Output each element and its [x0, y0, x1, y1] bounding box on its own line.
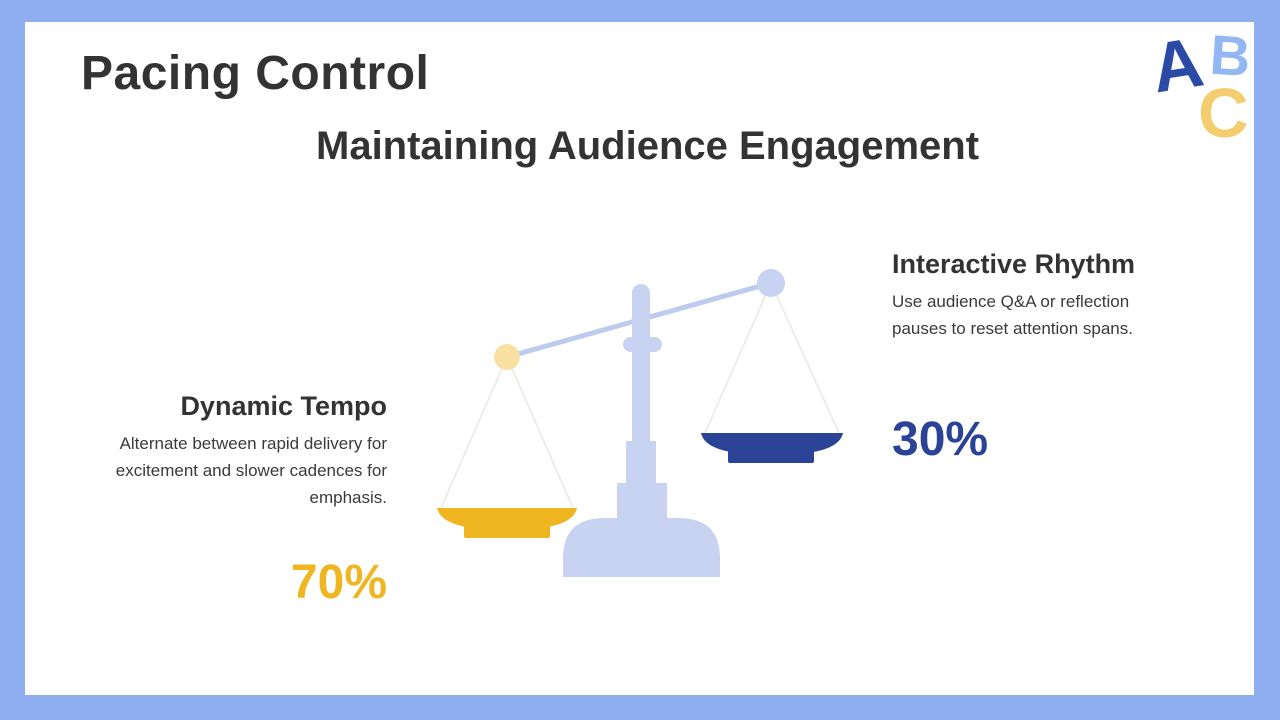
right-item-block: Interactive Rhythm Use audience Q&A or r…: [892, 248, 1158, 468]
left-item-block: Dynamic Tempo Alternate between rapid de…: [85, 390, 387, 611]
right-item-heading: Interactive Rhythm: [892, 249, 1136, 279]
left-pivot-circle: [494, 344, 520, 370]
right-pivot-circle: [757, 269, 785, 297]
pillar-rod: [632, 284, 650, 486]
right-item-percentage: 30%: [892, 413, 989, 467]
pan-strings: [440, 282, 840, 509]
left-pan: [437, 508, 577, 538]
left-item-percentage: 70%: [290, 556, 387, 610]
slide-subtitle: Maintaining Audience Engagement: [316, 124, 980, 168]
scale-pillar: [563, 284, 720, 577]
page-title: Pacing Control: [81, 47, 430, 100]
right-pan: [701, 433, 843, 463]
pillar-tier-lower: [617, 483, 667, 521]
left-item-heading: Dynamic Tempo: [180, 391, 387, 421]
pillar-tier-upper: [626, 441, 656, 487]
pillar-crossbar: [623, 337, 662, 352]
balance-scale-illustration: [437, 269, 843, 577]
right-item-body: Use audience Q&A or reflection pauses to…: [892, 292, 1133, 339]
scale-base: [563, 518, 720, 577]
left-item-body: Alternate between rapid delivery for exc…: [115, 434, 387, 508]
